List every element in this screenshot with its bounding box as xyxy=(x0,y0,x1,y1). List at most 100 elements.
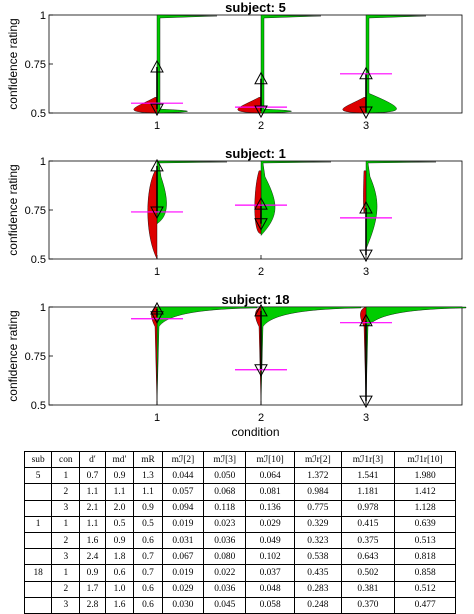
cell-dprime: 2.1 xyxy=(79,500,106,517)
cell-mr: 0.7 xyxy=(133,548,162,565)
cell-mir10: 0.477 xyxy=(394,597,456,614)
cell-mi3: 0.036 xyxy=(203,581,246,598)
correct-density xyxy=(156,14,218,114)
y-tick-label: 1 xyxy=(40,302,46,314)
cell-mdprime: 0.9 xyxy=(104,532,134,549)
col-header-mi3: mℐ[3] xyxy=(203,451,246,468)
cell-con: 1 xyxy=(51,515,80,533)
cell-sub: 5 xyxy=(24,467,52,484)
cell-dprime: 1.6 xyxy=(79,532,106,549)
incorrect-density xyxy=(342,97,367,114)
cell-mir2: 0.248 xyxy=(294,597,342,614)
lower-triangle-marker xyxy=(150,206,164,220)
cell-mr: 0.6 xyxy=(133,532,162,549)
incorrect-density xyxy=(360,306,367,406)
violin-condition-1 xyxy=(131,14,218,117)
lower-triangle-marker xyxy=(359,106,373,120)
y-tick-label: 0.5 xyxy=(31,108,46,120)
table-row: 3 2.8 1.6 0.6 0.030 0.045 0.058 0.248 0.370 0.477 xyxy=(24,597,456,614)
upper-triangle-marker xyxy=(359,200,373,214)
y-tick-label: 0.5 xyxy=(31,254,46,266)
violin-condition-1 xyxy=(131,158,228,260)
cell-mi10: 0.064 xyxy=(245,467,295,484)
panel-title: subject: 5 xyxy=(225,0,286,15)
cell-mi3: 0.080 xyxy=(203,548,246,565)
cell-mi10: 0.037 xyxy=(245,564,295,581)
cell-sub xyxy=(25,581,52,597)
upper-triangle-marker xyxy=(254,197,268,210)
cell-mir3: 0.502 xyxy=(340,564,395,581)
cell-mi10: 0.058 xyxy=(245,597,295,614)
cell-con: 3 xyxy=(51,500,80,517)
cell-sub xyxy=(25,484,52,500)
incorrect-density xyxy=(255,306,262,406)
cell-dprime: 0.7 xyxy=(79,467,106,484)
lower-triangle-marker xyxy=(359,249,373,263)
cell-mi3: 0.022 xyxy=(203,564,246,581)
cell-mir10: 0.639 xyxy=(394,515,456,533)
cell-mdprime: 0.9 xyxy=(104,467,134,484)
violin-condition-2 xyxy=(235,14,322,119)
lower-triangle-marker xyxy=(150,311,164,324)
y-axis-label: confidence rating xyxy=(6,18,20,109)
cell-mir3: 0.370 xyxy=(340,597,395,614)
cell-mir3: 0.978 xyxy=(340,500,395,517)
incorrect-density xyxy=(133,97,158,114)
col-header-mir3: mℐ1r[3] xyxy=(340,451,395,468)
correct-density xyxy=(260,160,332,236)
panel-3: subject: 18 confidence rating 0.5 0.75 1 1 2 3 c… xyxy=(6,292,467,439)
cell-mir3: 1.181 xyxy=(340,483,395,501)
cell-mir3: 0.381 xyxy=(340,581,395,598)
violin-figure: subject: 5 confidence rating 0.5 0.75 1 1 2 3 su… xyxy=(6,0,467,439)
col-header-mdprime: md′ xyxy=(104,451,134,468)
y-axis-label: confidence rating xyxy=(6,164,20,255)
cell-con: 2 xyxy=(51,483,80,501)
cell-mi2: 0.057 xyxy=(161,483,204,501)
upper-triangle-marker xyxy=(150,59,164,73)
cell-mi3: 0.050 xyxy=(203,467,246,484)
col-header-mr: mR xyxy=(133,451,162,468)
cell-mir10: 1.128 xyxy=(394,500,456,517)
table-row: 2 1.7 1.0 0.6 0.029 0.036 0.048 0.283 0.381 0.512 xyxy=(24,581,456,598)
plot-frame xyxy=(48,14,463,114)
cell-con: 2 xyxy=(51,581,80,598)
cell-con: 1 xyxy=(51,467,80,484)
lower-triangle-marker xyxy=(254,364,268,377)
cell-dprime: 0.9 xyxy=(79,564,106,581)
cell-mir3: 0.375 xyxy=(340,532,395,549)
x-tick-label: 2 xyxy=(258,120,264,132)
lower-triangle-marker xyxy=(359,395,373,409)
cell-con: 3 xyxy=(51,597,80,614)
cell-mi2: 0.031 xyxy=(161,532,204,549)
cell-mr: 1.1 xyxy=(133,483,162,501)
table-row: 3 2.4 1.8 0.7 0.067 0.080 0.102 0.538 0.643 0.818 xyxy=(24,548,456,565)
cell-mi3: 0.045 xyxy=(203,597,246,614)
col-header-mi2: mℐ[2] xyxy=(161,451,204,468)
table-row: 3 2.1 2.0 0.9 0.094 0.118 0.136 0.775 0.978 1.128 xyxy=(24,500,456,517)
cell-con: 2 xyxy=(51,532,80,549)
cell-sub: 1 xyxy=(24,515,52,533)
cell-mir3: 1.541 xyxy=(340,467,395,484)
cell-mr: 0.9 xyxy=(133,500,162,517)
col-header-con: con xyxy=(51,451,80,468)
x-tick-label: 3 xyxy=(363,120,369,132)
cell-sub xyxy=(25,597,52,613)
violin-condition-1 xyxy=(131,301,258,406)
x-tick-label: 1 xyxy=(154,120,160,132)
cell-mir2: 0.323 xyxy=(294,532,342,549)
col-header-sub: sub xyxy=(31,454,45,465)
panel-title: subject: 1 xyxy=(225,146,286,161)
upper-triangle-marker xyxy=(359,313,373,327)
stats-table-container: sub con d′ md′ mR mℐ[2] mℐ[3] mℐ[10] mℐr… xyxy=(24,451,456,614)
lower-triangle-marker xyxy=(254,105,268,119)
cell-mir2: 0.984 xyxy=(294,483,342,501)
x-tick-label: 1 xyxy=(154,266,160,278)
panel-1: subject: 5 confidence rating 0.5 0.75 1 1 2 3 xyxy=(6,0,463,132)
cell-mr: 0.6 xyxy=(133,581,162,598)
cell-mi10: 0.029 xyxy=(245,515,295,533)
cell-sub xyxy=(25,549,52,565)
y-tick-label: 0.5 xyxy=(31,400,46,412)
x-tick-label: 1 xyxy=(154,412,160,424)
table-header-row: sub con d′ md′ mR mℐ[2] mℐ[3] mℐ[10] mℐr… xyxy=(24,451,456,468)
y-tick-label: 0.75 xyxy=(25,205,46,217)
